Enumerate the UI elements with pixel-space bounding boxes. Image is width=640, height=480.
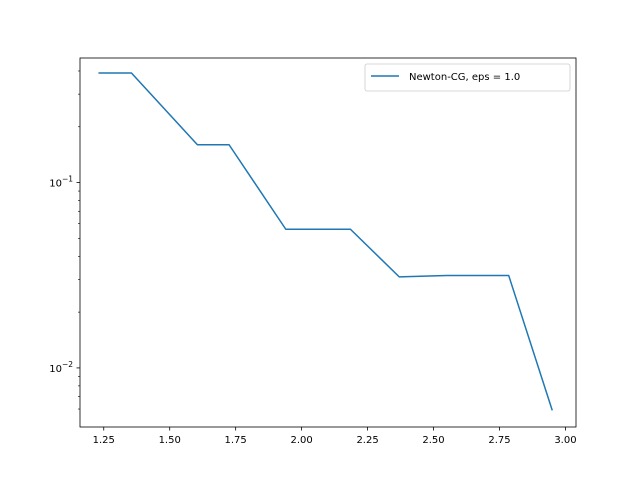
data-point <box>285 229 286 230</box>
x-tick-label: 1.50 <box>159 435 181 446</box>
axes-frame <box>79 57 577 428</box>
x-axis: 1.25 1.50 1.75 2.00 2.25 2.50 2.75 3.00 <box>93 427 577 446</box>
data-point <box>446 275 447 276</box>
x-tick-label: 2.00 <box>290 435 312 446</box>
data-point <box>350 229 351 230</box>
data-point <box>197 144 198 145</box>
x-tick-label: 1.25 <box>93 435 115 446</box>
plot-area <box>98 72 553 411</box>
y-tick-label: 10−2 <box>49 360 73 375</box>
x-tick-label: 3.00 <box>554 435 576 446</box>
legend: Newton-CG, eps = 1.0 <box>364 63 571 92</box>
legend-label: Newton-CG, eps = 1.0 <box>409 72 520 83</box>
data-point <box>98 73 99 74</box>
data-point <box>131 73 132 74</box>
data-point <box>229 144 230 145</box>
legend-box <box>364 63 571 92</box>
data-point <box>508 275 509 276</box>
y-tick-label: 10−1 <box>49 175 73 190</box>
data-point <box>552 410 553 411</box>
series-line <box>98 72 553 411</box>
x-tick-label: 1.75 <box>225 435 247 446</box>
data-point <box>399 276 400 277</box>
x-tick-label: 2.25 <box>356 435 378 446</box>
x-tick-label: 2.50 <box>422 435 444 446</box>
x-tick-label: 2.75 <box>488 435 510 446</box>
